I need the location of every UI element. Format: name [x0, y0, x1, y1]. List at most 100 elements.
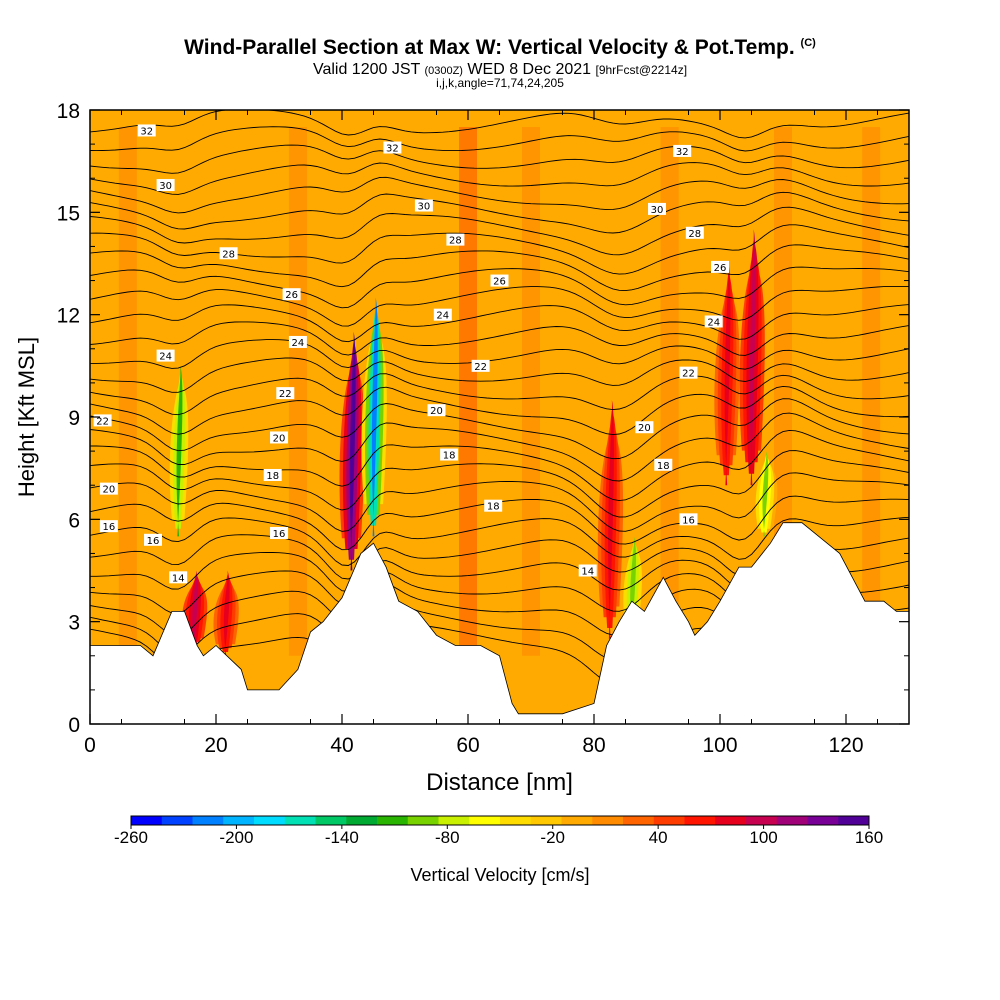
theta-contour-line	[90, 304, 909, 343]
weak-velocity-streak	[459, 127, 477, 656]
y-tick-label: 9	[68, 407, 80, 430]
colorbar-tick-label: -20	[540, 828, 565, 847]
contour-label-bg	[427, 404, 446, 417]
weak-velocity-streak	[522, 127, 540, 656]
contour-label-bg	[169, 571, 188, 584]
contour-label-bg	[648, 202, 666, 215]
forecast-label: [9hrFcst@2214z]	[595, 63, 688, 77]
contour-label: 20	[638, 423, 651, 434]
contour-label-bg	[673, 144, 692, 157]
colorbar-swatch	[653, 816, 685, 825]
colorbar-swatch	[715, 816, 747, 825]
colorbar-swatch	[684, 816, 716, 825]
x-tick-label: 60	[456, 734, 479, 757]
chart-title-text: Wind-Parallel Section at Max W: Vertical…	[184, 36, 795, 59]
weak-velocity-streak	[257, 127, 276, 656]
x-tick-label: 120	[828, 734, 863, 757]
contour-label: 20	[103, 485, 116, 496]
theta-contour-line	[90, 398, 909, 460]
colorbar-swatch	[192, 816, 224, 825]
contour-label-bg	[704, 315, 723, 328]
colorbar-swatch	[530, 816, 562, 825]
contour-label: 16	[273, 529, 286, 540]
contour-label: 18	[487, 502, 500, 513]
colorbar-swatch	[438, 816, 470, 825]
contour-label-bg	[156, 179, 175, 192]
x-tick-label: 100	[702, 734, 737, 757]
theta-contour-line	[90, 429, 909, 502]
terrain	[90, 522, 909, 724]
contour-label-bg	[685, 226, 704, 239]
contour-label-bg	[471, 359, 490, 372]
contour-label: 24	[436, 311, 449, 322]
theta-contour-line	[90, 385, 909, 436]
contour-label: 22	[474, 362, 487, 373]
theta-contour-line	[90, 285, 909, 327]
contour-label-bg	[137, 124, 156, 137]
theta-contour-line	[90, 472, 909, 532]
theta-contour-line	[90, 450, 909, 518]
section-params: i,j,k,angle=71,74,24,205	[436, 76, 564, 90]
y-axis-label: Height [Kft MSL]	[14, 337, 39, 497]
theta-contour-line	[90, 321, 909, 356]
contour-label: 32	[676, 147, 689, 158]
colorbar-tick-label: 40	[649, 828, 668, 847]
colorbar-swatch	[284, 816, 316, 825]
velocity-cell-level	[349, 331, 356, 571]
colorbar-swatch	[377, 816, 409, 825]
colorbar-swatch	[161, 816, 193, 825]
colorbar: -260 -200 -140 -80 -20 40 100 160 Vertical Veloc…	[114, 815, 883, 885]
contour-label-bg	[383, 141, 402, 154]
contour-label-bg	[156, 349, 175, 362]
contour-label-bg	[219, 247, 238, 260]
valid-time: Valid 1200 JST	[312, 61, 420, 78]
theta-contour-line	[90, 339, 909, 370]
contour-label: 30	[651, 205, 664, 216]
contour-label: 26	[493, 277, 506, 288]
contour-label: 26	[714, 263, 727, 274]
valid-date: WED 8 Dec 2021	[467, 61, 592, 78]
contour-label-bg	[578, 564, 597, 577]
velocity-cell-level	[762, 451, 769, 537]
theta-contour-line	[90, 206, 909, 256]
x-axis-label: Distance [nm]	[426, 769, 573, 796]
contour-label-bg	[484, 499, 503, 512]
velocity-field	[90, 110, 909, 724]
contour-label-bg	[276, 387, 295, 400]
contour-labels: 32 32 32 30 30 30 28 28 28 26 26 26 24 24 24 24 22 22 22 22…	[93, 124, 729, 584]
theta-contour-line	[90, 126, 909, 152]
theta-contour-line	[90, 110, 909, 139]
contour-label: 16	[147, 536, 160, 547]
contour-label-bg	[654, 458, 673, 471]
terrain-mask	[90, 522, 909, 724]
chart-subtitle: Valid 1200 JST (0300Z) WED 8 Dec 2021 [9…	[0, 61, 1000, 79]
contour-label: 30	[159, 181, 172, 192]
theta-contour-line	[90, 244, 909, 292]
colorbar-tick-label: -260	[114, 828, 148, 847]
x-tick-label: 80	[582, 734, 605, 757]
contour-label-bg	[490, 274, 509, 287]
contour-label-bg	[440, 448, 459, 461]
colorbar-swatch	[561, 816, 593, 825]
contour-label: 24	[292, 338, 305, 349]
colorbar-swatch	[407, 816, 439, 825]
contour-label: 20	[273, 433, 286, 444]
contour-label-bg	[433, 308, 452, 321]
colorbar-swatch	[592, 816, 624, 825]
theta-contour-line	[90, 144, 909, 174]
contour-label: 28	[688, 229, 701, 240]
colorbar-swatch	[315, 816, 347, 825]
colorbar-swatch	[469, 816, 501, 825]
contour-label-bg	[144, 533, 162, 546]
contour-label-bg	[679, 513, 698, 526]
y-tick-label: 12	[57, 305, 80, 328]
theta-contour-line	[90, 373, 909, 416]
weak-velocity-streak	[685, 127, 704, 656]
colorbar-swatch	[223, 816, 255, 825]
contour-label: 32	[386, 144, 399, 155]
x-tick-label: 0	[84, 734, 96, 757]
weak-velocity-streak	[150, 127, 169, 656]
contour-label-bg	[635, 421, 654, 434]
y-tick-label: 3	[68, 612, 80, 635]
